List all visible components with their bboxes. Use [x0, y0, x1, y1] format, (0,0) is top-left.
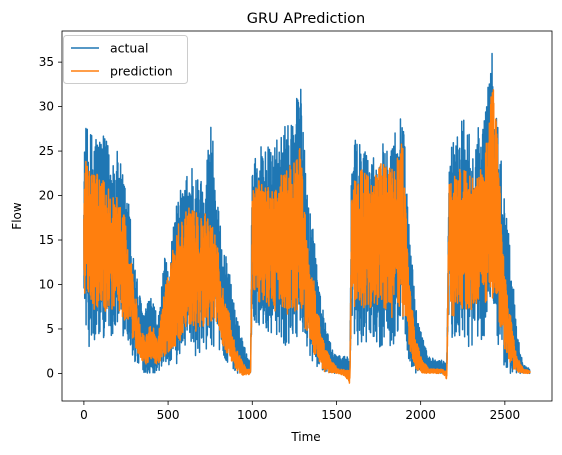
series-line-prediction — [83, 89, 531, 384]
y-tick-label: 35 — [39, 55, 54, 69]
x-axis: 0 500 1000 1500 2000 2500 — [80, 401, 520, 422]
x-axis-label: Time — [290, 430, 320, 444]
axes-frame — [61, 30, 553, 402]
x-tick-label: 2000 — [405, 408, 436, 422]
y-tick-label: 30 — [39, 100, 54, 114]
series-layer — [83, 52, 531, 384]
chart-title: GRU APrediction — [247, 11, 366, 27]
y-tick-label: 20 — [39, 189, 54, 203]
x-tick-label: 500 — [157, 408, 180, 422]
legend: actual prediction — [63, 35, 188, 84]
legend-label-prediction: prediction — [110, 64, 173, 79]
x-tick-label: 1500 — [321, 408, 352, 422]
y-tick-label: 0 — [46, 366, 54, 380]
legend-label-actual: actual — [110, 41, 149, 56]
plot-area — [83, 52, 531, 384]
y-tick-label: 25 — [39, 144, 54, 158]
y-tick-label: 5 — [46, 322, 54, 336]
x-tick-label: 0 — [80, 408, 88, 422]
x-tick-label: 1000 — [237, 408, 268, 422]
y-tick-label: 10 — [39, 277, 54, 291]
y-tick-label: 15 — [39, 233, 54, 247]
y-axis: 0 5 10 15 20 25 30 35 — [39, 55, 62, 380]
y-axis-label: Flow — [10, 202, 24, 230]
x-tick-label: 2500 — [490, 408, 521, 422]
